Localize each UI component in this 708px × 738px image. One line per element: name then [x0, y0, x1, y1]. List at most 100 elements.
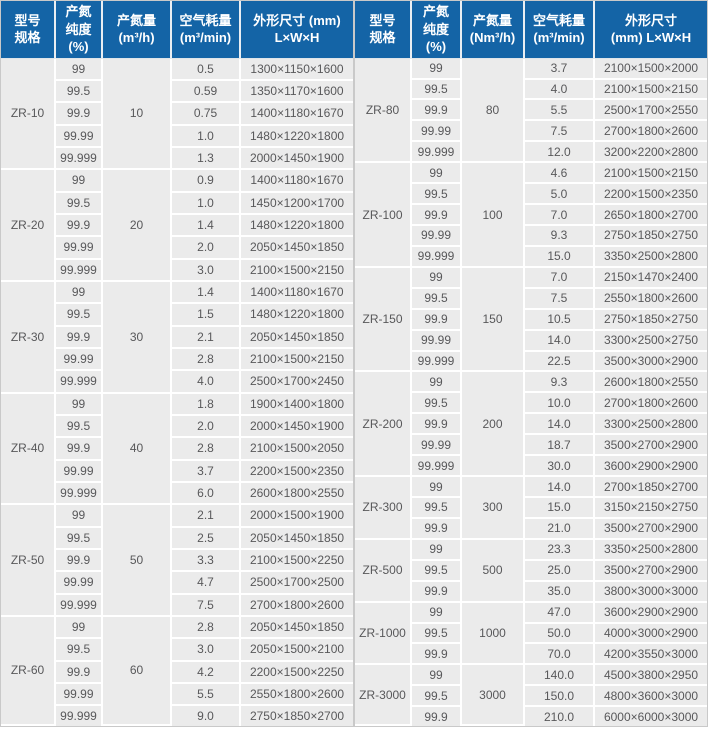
spec-row: 99.99 2.0 2050×1450×1850 — [1, 237, 353, 260]
dims-cell: 2100×1500×2150 — [595, 79, 707, 101]
air-cell: 3.7 — [172, 460, 241, 483]
spec-row: 99.5 25.0 3500×2700×2900 — [355, 560, 707, 582]
spec-row: 99.9 70.0 4200×3550×3000 — [355, 644, 707, 666]
purity-cell: 99 — [56, 505, 103, 528]
air-cell: 14.0 — [525, 330, 595, 352]
purity-cell: 99.5 — [412, 393, 462, 415]
spec-row: 99.99 2.8 2100×1500×2150 — [1, 348, 353, 372]
purity-cell: 99.9 — [56, 549, 103, 573]
spec-row: 99.9 21.0 3500×2700×2900 — [355, 518, 707, 540]
right-table-body: ZR-80 99 80 3.7 2100×1500×2000 99.5 4.0 2100×15… — [355, 58, 707, 726]
dims-cell: 2150×1470×2400 — [595, 267, 707, 289]
dims-cell: 2050×1450×1850 — [241, 616, 353, 640]
dims-cell: 1350×1170×1600 — [241, 80, 353, 104]
spec-row: 99.5 4.0 2100×1500×2150 — [355, 79, 707, 101]
air-cell: 1.4 — [172, 281, 241, 305]
dims-cell: 2100×1500×2150 — [241, 259, 353, 282]
dims-cell: 2000×1500×1900 — [241, 505, 353, 528]
purity-cell: 99 — [412, 58, 462, 80]
spec-row: 99.9 0.75 1400×1180×1670 — [1, 103, 353, 126]
spec-row: ZR-500 99 500 23.3 3350×2500×2800 — [355, 539, 707, 603]
spec-row: ZR-3000 99 3000 140.0 4500×3800×2950 — [355, 665, 707, 726]
air-cell: 9.3 — [525, 372, 595, 394]
dims-cell: 2000×1450×1900 — [241, 147, 353, 171]
purity-cell: 99.9 — [56, 438, 103, 461]
dims-cell: 2050×1450×1850 — [241, 326, 353, 349]
spec-row: 99.9 10.5 2750×1850×2750 — [355, 309, 707, 331]
purity-cell: 99.9 — [56, 326, 103, 349]
header-dims: 外形尺寸 (mm) L×W×H — [241, 1, 353, 59]
purity-cell: 99 — [56, 58, 103, 81]
dims-cell: 2050×1450×1850 — [241, 527, 353, 550]
header-air: 空气耗量 (m³/min) — [172, 1, 241, 59]
purity-cell: 99 — [412, 477, 462, 498]
spec-row: 99.5 1.0 1450×1200×1700 — [1, 192, 353, 215]
air-cell: 2.8 — [172, 438, 241, 461]
purity-cell: 99.9 — [56, 103, 103, 126]
air-cell: 2.8 — [172, 348, 241, 372]
spec-row: ZR-300 99 300 14.0 2700×1850×2700 — [355, 477, 707, 540]
purity-cell: 99.9 — [412, 100, 462, 122]
model-cell: ZR-500 — [355, 539, 412, 603]
dims-cell: 2000×1450×1900 — [241, 415, 353, 439]
flow-cell: 40 — [103, 393, 172, 506]
flow-cell: 200 — [462, 372, 525, 478]
purity-cell: 99.999 — [56, 594, 103, 617]
air-cell: 7.5 — [525, 121, 595, 143]
purity-cell: 99.5 — [56, 527, 103, 550]
dims-cell: 3500×2700×2900 — [595, 435, 707, 457]
header-model: 型号 规格 — [1, 1, 56, 59]
dims-cell: 1480×1220×1800 — [241, 304, 353, 327]
purity-cell: 99.5 — [412, 288, 462, 310]
spec-row: ZR-40 99 40 1.8 1900×1400×1800 — [1, 393, 353, 506]
dims-cell: 2100×1500×2050 — [241, 438, 353, 461]
air-cell: 0.75 — [172, 103, 241, 126]
spec-row: 99.9 35.0 3800×3000×3000 — [355, 581, 707, 603]
purity-cell: 99 — [412, 163, 462, 185]
spec-row: 99.999 4.0 2500×1700×2450 — [1, 371, 353, 394]
spec-row: 99.999 1.3 2000×1450×1900 — [1, 147, 353, 171]
flow-cell: 300 — [462, 477, 525, 540]
flow-cell: 30 — [103, 281, 172, 394]
spec-row: ZR-1000 99 1000 47.0 3600×2900×2900 — [355, 602, 707, 666]
spec-row: ZR-20 99 20 0.9 1400×1180×1670 — [1, 170, 353, 282]
air-cell: 7.0 — [525, 267, 595, 289]
air-cell: 4.0 — [525, 79, 595, 101]
air-cell: 4.2 — [172, 661, 241, 684]
spec-row: 99.5 5.0 2200×1500×2350 — [355, 184, 707, 206]
dims-cell: 1300×1150×1600 — [241, 58, 353, 81]
spec-row: 99.99 14.0 3300×2500×2750 — [355, 330, 707, 352]
air-cell: 9.3 — [525, 226, 595, 247]
dims-cell: 2600×1800×2550 — [241, 482, 353, 506]
purity-cell: 99.5 — [412, 686, 462, 708]
air-cell: 150.0 — [525, 686, 595, 708]
air-cell: 1.0 — [172, 125, 241, 148]
dims-cell: 2100×1500×2150 — [241, 348, 353, 372]
air-cell: 3.0 — [172, 259, 241, 282]
purity-cell: 99 — [412, 665, 462, 687]
header-row: 型号 规格 产氮 纯度 (%) 产氮量 (Nm³/h) 空气耗量 (m³/min… — [355, 1, 707, 59]
air-cell: 12.0 — [525, 142, 595, 164]
spec-row: 99.9 210.0 6000×6000×3000 — [355, 707, 707, 726]
spec-row: 99.9 2.1 2050×1450×1850 — [1, 326, 353, 349]
dims-cell: 2700×1850×2700 — [595, 477, 707, 498]
dims-cell: 2100×1500×2150 — [595, 163, 707, 185]
dims-cell: 3350×2500×2800 — [595, 539, 707, 561]
dims-cell: 2700×1800×2600 — [595, 393, 707, 415]
purity-cell: 99 — [56, 170, 103, 193]
dims-cell: 2750×1850×2700 — [241, 706, 353, 726]
dims-cell: 2050×1450×1850 — [241, 237, 353, 260]
spec-row: 99.5 1.5 1480×1220×1800 — [1, 304, 353, 327]
left-table-wrap: 型号 规格 产氮 纯度 (%) 产氮量 (m³/h) 空气耗量 (m³/min)… — [0, 0, 354, 727]
spec-row: 99.5 7.5 2550×1800×2600 — [355, 288, 707, 310]
purity-cell: 99.5 — [412, 623, 462, 645]
spec-row: 99.99 5.5 2550×1800×2600 — [1, 683, 353, 707]
dims-cell: 1400×1180×1670 — [241, 281, 353, 305]
air-cell: 1.0 — [172, 192, 241, 215]
spec-row: 99.9 14.0 3300×2500×2800 — [355, 414, 707, 436]
purity-cell: 99.999 — [412, 142, 462, 164]
air-cell: 10.0 — [525, 393, 595, 415]
spec-row: ZR-60 99 60 2.8 2050×1450×1850 — [1, 616, 353, 726]
model-cell: ZR-100 — [355, 163, 412, 268]
